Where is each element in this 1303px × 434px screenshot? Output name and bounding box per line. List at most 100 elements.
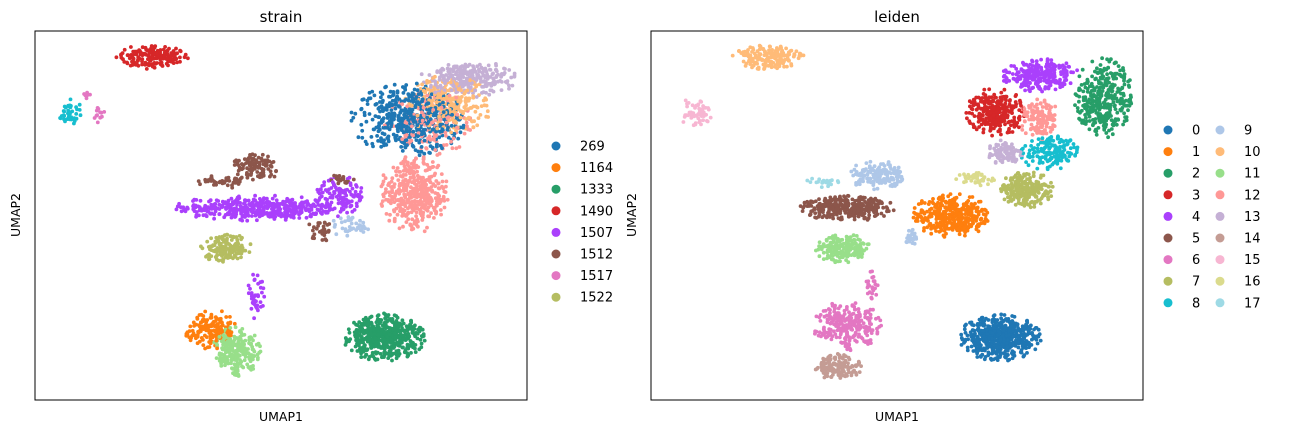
scatter-point: [1010, 142, 1014, 147]
scatter-point: [211, 320, 216, 325]
scatter-point: [425, 225, 429, 230]
scatter-point: [409, 138, 414, 143]
scatter-point: [363, 315, 368, 320]
scatter-point: [370, 117, 375, 122]
scatter-point: [1010, 72, 1015, 76]
scatter-point: [509, 75, 514, 80]
scatter-point: [208, 341, 213, 346]
scatter-point: [325, 209, 330, 214]
scatter-point: [352, 208, 357, 212]
scatter-point: [231, 202, 236, 206]
scatter-point: [187, 335, 192, 340]
scatter-point: [432, 112, 437, 116]
scatter-point: [399, 126, 404, 131]
scatter-point: [415, 169, 419, 174]
scatter-point: [259, 166, 264, 171]
scatter-point: [387, 218, 392, 223]
scatter-point: [1062, 75, 1067, 79]
scatter-point: [58, 116, 63, 121]
scatter-point: [494, 62, 498, 66]
scatter-point: [419, 200, 424, 204]
scatter-point: [394, 95, 399, 100]
scatter-point: [361, 331, 366, 336]
scatter-point: [323, 188, 328, 192]
scatter-point: [1024, 160, 1028, 165]
scatter-point: [382, 338, 387, 342]
scatter-point: [388, 193, 392, 198]
scatter-point: [147, 48, 152, 52]
scatter-point: [235, 343, 240, 348]
scatter-point: [404, 127, 409, 132]
scatter-point: [258, 349, 263, 354]
scatter-point: [235, 256, 240, 261]
scatter-point: [406, 331, 411, 336]
scatter-point: [453, 106, 458, 111]
scatter-point: [420, 218, 425, 222]
scatter-point: [368, 331, 373, 335]
scatter-point: [391, 118, 395, 122]
scatter-point: [74, 105, 78, 109]
scatter-point: [336, 181, 341, 186]
scatter-point: [122, 47, 127, 52]
scatter-point: [175, 204, 180, 209]
scatter-point: [261, 162, 266, 167]
scatter-point: [224, 242, 229, 247]
scatter-point: [424, 178, 428, 183]
scatter-point: [220, 320, 224, 325]
scatter-point: [216, 239, 221, 244]
scatter-point: [392, 82, 397, 87]
axes-frame: [34, 30, 528, 401]
scatter-point: [450, 73, 455, 78]
scatter-point: [414, 210, 419, 215]
scatter-point: [963, 233, 967, 238]
scatter-point: [408, 323, 413, 328]
scatter-point: [385, 103, 389, 108]
scatter-point: [247, 355, 252, 360]
scatter-point: [192, 333, 197, 338]
scatter-point: [420, 99, 425, 103]
scatter-point: [396, 115, 401, 119]
scatter-point: [409, 185, 413, 190]
scatter-point: [449, 88, 454, 93]
scatter-point: [758, 44, 763, 49]
scatter-point: [274, 209, 278, 214]
scatter-point: [441, 78, 446, 82]
scatter-point: [178, 205, 183, 210]
scatter-point: [196, 179, 201, 184]
scatter-point: [489, 81, 493, 86]
scatter-point: [195, 315, 200, 320]
scatter-point: [279, 214, 284, 219]
scatter-point: [419, 177, 423, 182]
scatter-point: [229, 361, 233, 366]
scatter-point: [433, 82, 438, 87]
scatter-point: [435, 199, 439, 204]
scatter-point: [421, 157, 426, 162]
scatter-point: [429, 211, 433, 216]
scatter-point: [397, 182, 402, 186]
scatter-point: [396, 188, 401, 193]
scatter-point: [175, 51, 180, 56]
scatter-point: [435, 126, 440, 131]
scatter-point: [320, 238, 325, 242]
scatter-point: [454, 87, 458, 92]
scatter-point: [98, 110, 102, 115]
scatter-point: [252, 294, 257, 299]
scatter-point: [67, 117, 72, 122]
scatter-point: [442, 205, 447, 210]
scatter-point: [390, 176, 395, 181]
scatter-point: [411, 164, 416, 169]
scatter-point: [391, 165, 396, 170]
scatter-point: [954, 177, 959, 182]
scatter-point: [403, 194, 408, 199]
scatter-point: [467, 62, 472, 67]
scatter-point: [162, 50, 167, 55]
scatter-point: [332, 183, 336, 188]
scatter-point: [326, 230, 331, 234]
y-axis-label: UMAP2: [8, 193, 23, 237]
scatter-point: [361, 346, 366, 351]
scatter-point: [253, 211, 258, 216]
scatter-point: [359, 186, 364, 190]
scatter-point: [192, 197, 197, 202]
scatter-point: [496, 79, 500, 84]
legend-marker: [551, 227, 561, 237]
